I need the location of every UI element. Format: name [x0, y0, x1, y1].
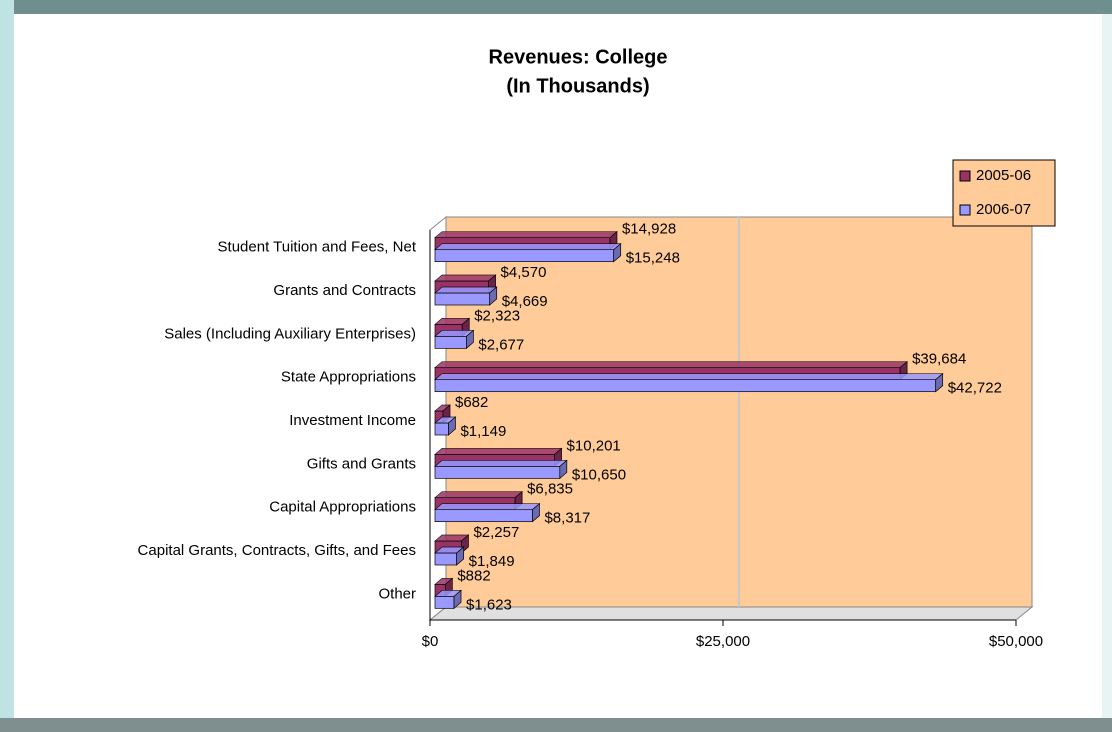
bar-top: [434, 459, 568, 467]
bar-front: [434, 249, 615, 263]
data-label: $4,570: [501, 264, 547, 281]
data-label: $10,201: [567, 437, 621, 454]
data-label: $2,323: [474, 307, 520, 324]
bar-front: [434, 509, 533, 523]
data-label: $2,677: [478, 336, 524, 353]
bar-front: [434, 335, 467, 349]
bar-front: [434, 465, 561, 479]
bar: [434, 546, 465, 566]
bar-top: [434, 243, 622, 251]
bar: [434, 502, 541, 523]
bar-front: [434, 552, 458, 566]
bar-top: [434, 447, 563, 455]
bar-side: [489, 286, 498, 306]
bar-top: [434, 503, 541, 511]
y-tick-label: Student Tuition and Fees, Net: [218, 239, 417, 256]
data-label: $2,257: [473, 524, 519, 541]
bar-side: [466, 329, 474, 350]
data-label: $6,835: [527, 481, 573, 498]
bar-side: [613, 242, 622, 263]
bar-front: [434, 292, 491, 306]
frame-left: [0, 0, 14, 732]
data-label: $882: [457, 567, 490, 584]
data-label: $10,650: [572, 466, 626, 483]
data-label: $8,317: [544, 510, 590, 527]
data-label: $42,722: [948, 380, 1002, 397]
bar: [434, 286, 498, 306]
bar-top: [434, 274, 497, 282]
data-label: $39,684: [912, 351, 966, 368]
chart-subtitle: (In Thousands): [506, 75, 649, 97]
legend-swatch: [959, 170, 971, 182]
frame-right: [1102, 14, 1112, 718]
bar: [434, 416, 457, 436]
y-tick-label: Sales (Including Auxiliary Enterprises): [164, 325, 416, 342]
bar: [434, 589, 462, 610]
bar-side: [935, 372, 944, 393]
bar-side: [453, 589, 462, 610]
x-tick-label: $25,000: [696, 633, 750, 650]
x-tick-label: $50,000: [989, 633, 1043, 650]
y-tick-label: Gifts and Grants: [307, 455, 416, 472]
data-label: $15,248: [626, 250, 680, 267]
bar: [434, 329, 475, 350]
bar-front: [434, 595, 455, 609]
y-tick-label: Other: [378, 585, 416, 602]
data-label: $14,928: [622, 221, 676, 238]
data-label: $682: [455, 394, 488, 411]
y-tick-label: State Appropriations: [281, 369, 416, 386]
legend-label: 2005-06: [976, 167, 1031, 184]
data-label: $1,149: [460, 423, 506, 440]
y-tick-label: Grants and Contracts: [273, 282, 416, 299]
data-label: $4,669: [502, 293, 548, 310]
bar-top: [434, 361, 909, 369]
bar-top: [434, 231, 618, 239]
bar-top: [434, 491, 524, 499]
bar-top: [434, 373, 944, 381]
legend-label: 2006-07: [976, 201, 1031, 218]
frame-bottom: [0, 718, 1112, 732]
floor: [428, 606, 1034, 621]
bar-side: [456, 546, 465, 566]
data-label: $1,623: [466, 596, 512, 613]
bar-side: [532, 502, 540, 523]
bar: [434, 372, 944, 393]
bar-side: [448, 416, 456, 436]
x-tick-label: $0: [422, 633, 439, 650]
y-tick-label: Capital Grants, Contracts, Gifts, and Fe…: [138, 542, 416, 559]
bar: [434, 242, 622, 263]
bar-front: [434, 379, 937, 393]
y-tick-label: Investment Income: [289, 412, 416, 429]
y-tick-label: Capital Appropriations: [269, 499, 416, 516]
data-label: $1,849: [469, 553, 515, 570]
frame-top: [0, 0, 1112, 14]
bar-top: [434, 286, 498, 294]
bar-front: [434, 422, 449, 436]
chart-title: Revenues: College: [489, 46, 668, 68]
legend-swatch: [959, 204, 971, 216]
bar-side: [559, 459, 568, 480]
bar: [434, 459, 568, 480]
